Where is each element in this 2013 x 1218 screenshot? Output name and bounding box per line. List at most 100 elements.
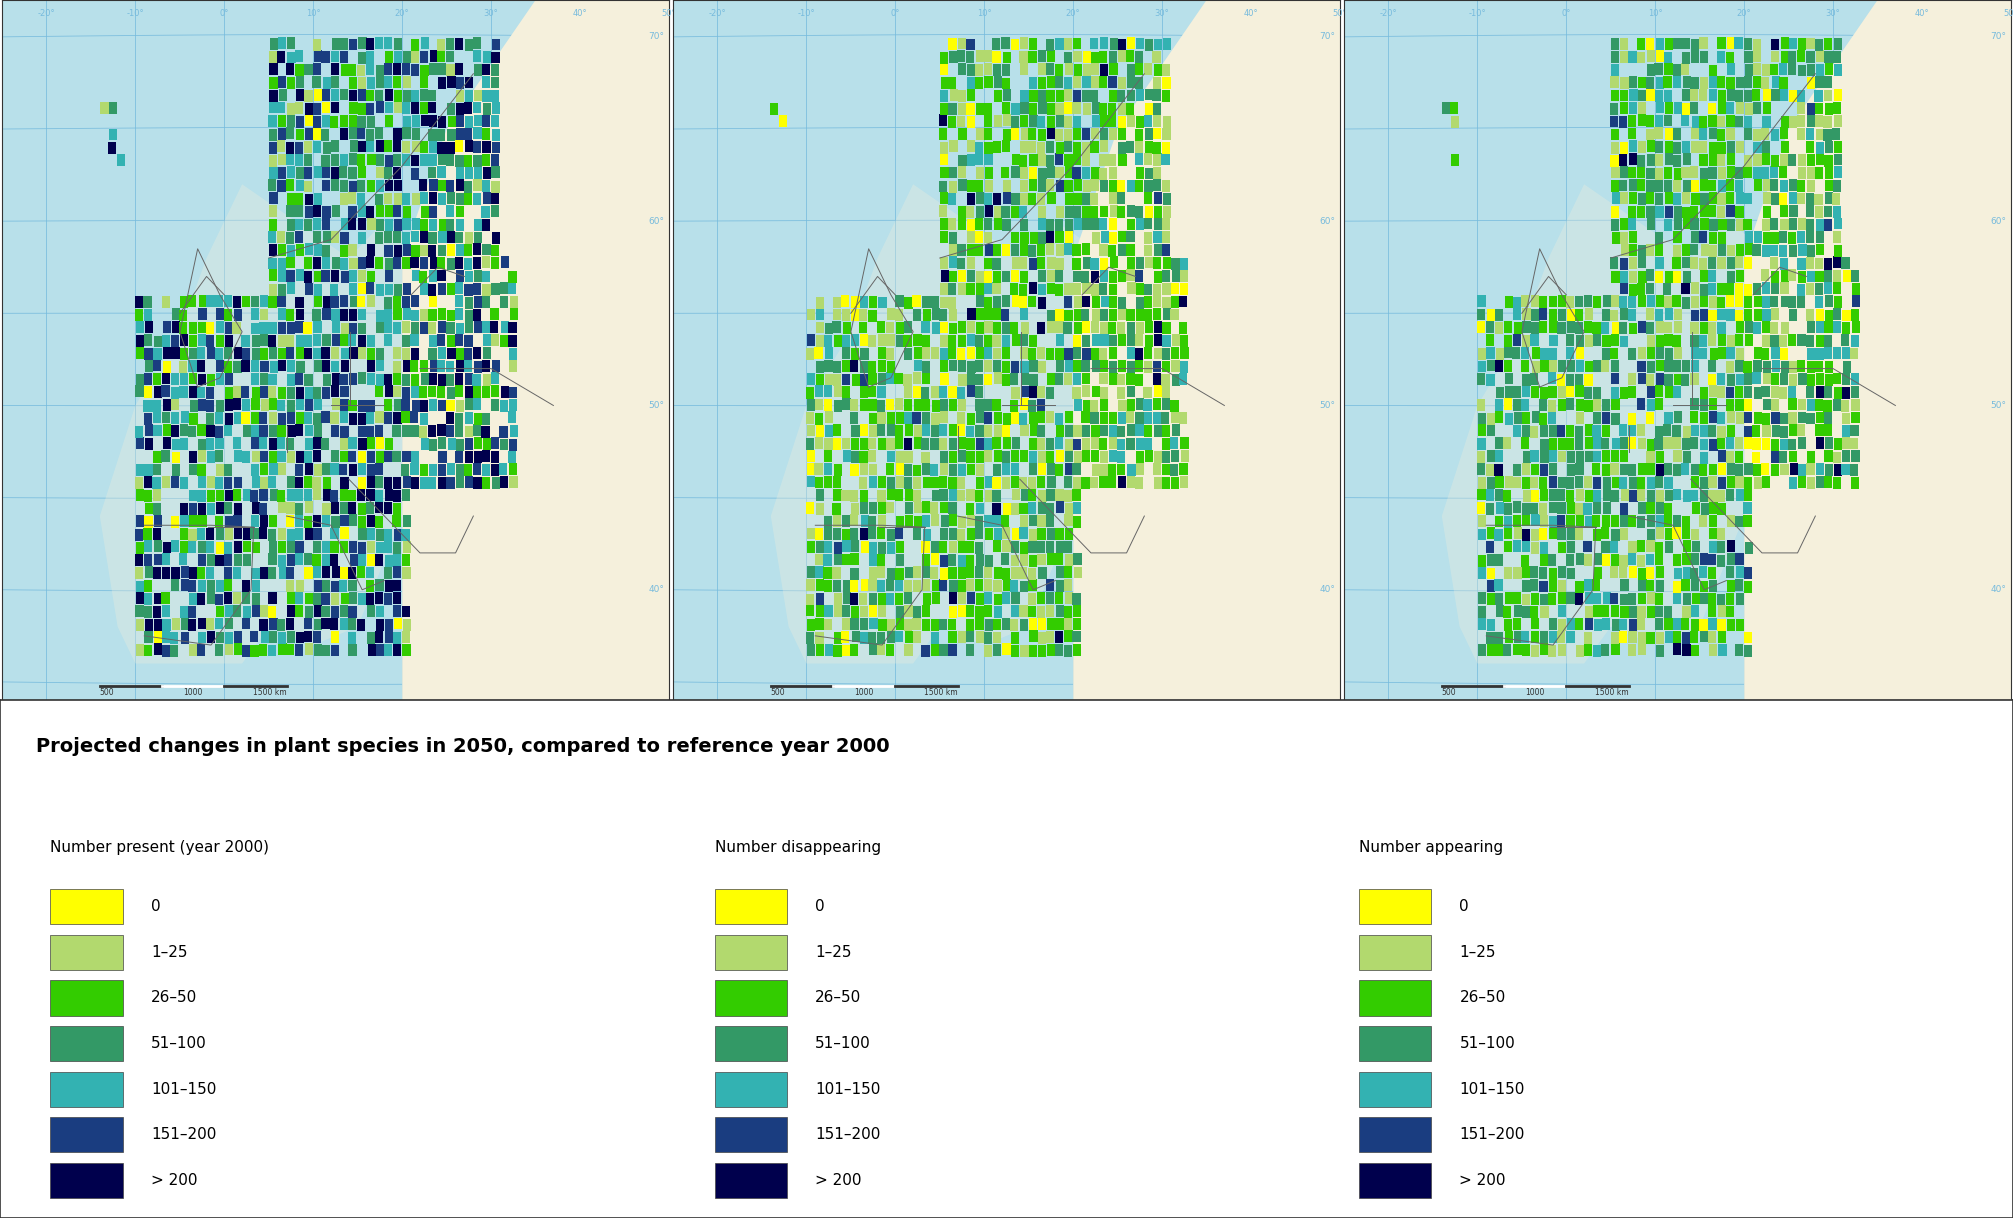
Bar <box>904 398 912 410</box>
Bar <box>1699 231 1707 242</box>
Bar <box>1584 424 1592 436</box>
Bar <box>1488 581 1496 592</box>
Bar <box>455 102 463 114</box>
Bar <box>1548 593 1556 605</box>
Bar <box>1725 400 1735 412</box>
Bar <box>1816 296 1824 308</box>
Bar <box>948 116 956 128</box>
Bar <box>1735 309 1743 322</box>
Bar <box>976 400 984 410</box>
Bar <box>1135 218 1143 230</box>
Bar <box>1021 581 1029 592</box>
Text: -20°: -20° <box>709 10 727 18</box>
Bar <box>197 424 205 436</box>
Bar <box>332 566 340 577</box>
Bar <box>1021 449 1029 462</box>
Bar <box>463 102 471 114</box>
Bar <box>1612 413 1620 425</box>
Bar <box>270 219 278 231</box>
Bar <box>304 219 312 230</box>
Bar <box>439 400 447 412</box>
Bar <box>189 373 197 385</box>
Bar <box>1002 140 1011 152</box>
Bar <box>1143 114 1151 127</box>
Bar <box>904 605 912 616</box>
Text: 30°: 30° <box>483 10 499 18</box>
Bar <box>860 618 868 630</box>
Bar <box>1091 464 1099 476</box>
Bar <box>330 490 338 502</box>
Bar <box>181 477 189 488</box>
Bar <box>1610 206 1618 218</box>
Bar <box>984 644 992 657</box>
Bar <box>1047 348 1055 361</box>
Bar <box>509 335 517 347</box>
Bar <box>278 153 286 166</box>
Bar <box>1478 400 1486 412</box>
Bar <box>904 386 912 398</box>
Bar <box>904 581 912 592</box>
Bar <box>1504 359 1512 371</box>
Bar <box>437 322 445 333</box>
Bar <box>1532 361 1540 373</box>
Bar <box>1073 490 1081 502</box>
Bar <box>473 50 481 62</box>
Bar <box>234 643 242 655</box>
Bar <box>1699 347 1707 359</box>
Bar <box>886 373 894 385</box>
Bar <box>437 167 445 178</box>
Bar <box>1600 437 1608 449</box>
Bar <box>1761 413 1769 425</box>
Bar <box>171 347 179 359</box>
Bar <box>992 400 1000 412</box>
Bar <box>1600 604 1610 616</box>
Bar <box>1073 244 1081 256</box>
Bar <box>286 374 296 386</box>
Bar <box>849 580 858 592</box>
Bar <box>1522 437 1530 449</box>
Bar <box>286 104 294 116</box>
Bar <box>270 412 278 424</box>
Bar <box>1047 605 1055 616</box>
Bar <box>1657 464 1665 476</box>
Bar <box>1629 206 1637 218</box>
Bar <box>1011 632 1019 644</box>
Bar <box>940 309 948 322</box>
Bar <box>252 605 260 618</box>
Bar <box>1834 231 1842 242</box>
Bar <box>507 412 515 423</box>
Bar <box>350 102 358 114</box>
Bar <box>1047 231 1055 244</box>
Bar <box>1612 323 1620 335</box>
Bar <box>1143 347 1151 359</box>
Bar <box>1602 309 1610 320</box>
Bar <box>1558 437 1566 449</box>
Bar <box>340 566 348 579</box>
Bar <box>252 348 260 359</box>
Bar <box>1761 425 1771 436</box>
Bar <box>1039 568 1047 580</box>
Bar <box>447 387 455 400</box>
Bar <box>715 935 787 970</box>
Bar <box>1683 218 1691 229</box>
Bar <box>1816 348 1824 359</box>
Bar <box>1798 167 1806 179</box>
Text: 1000: 1000 <box>1526 688 1544 697</box>
Bar <box>1665 515 1673 527</box>
Bar <box>1663 437 1671 449</box>
Bar <box>340 258 348 269</box>
Bar <box>1779 245 1788 257</box>
Bar <box>1769 296 1779 307</box>
Bar <box>1701 438 1709 451</box>
Bar <box>1673 488 1681 501</box>
Bar <box>1727 553 1735 565</box>
Bar <box>878 374 886 385</box>
Bar <box>1117 374 1125 385</box>
Bar <box>1145 102 1153 114</box>
Bar <box>1496 476 1504 488</box>
Bar <box>1665 334 1673 346</box>
Bar <box>1117 387 1125 400</box>
Bar <box>1002 102 1011 113</box>
Bar <box>1600 361 1608 373</box>
Bar <box>1099 425 1107 436</box>
